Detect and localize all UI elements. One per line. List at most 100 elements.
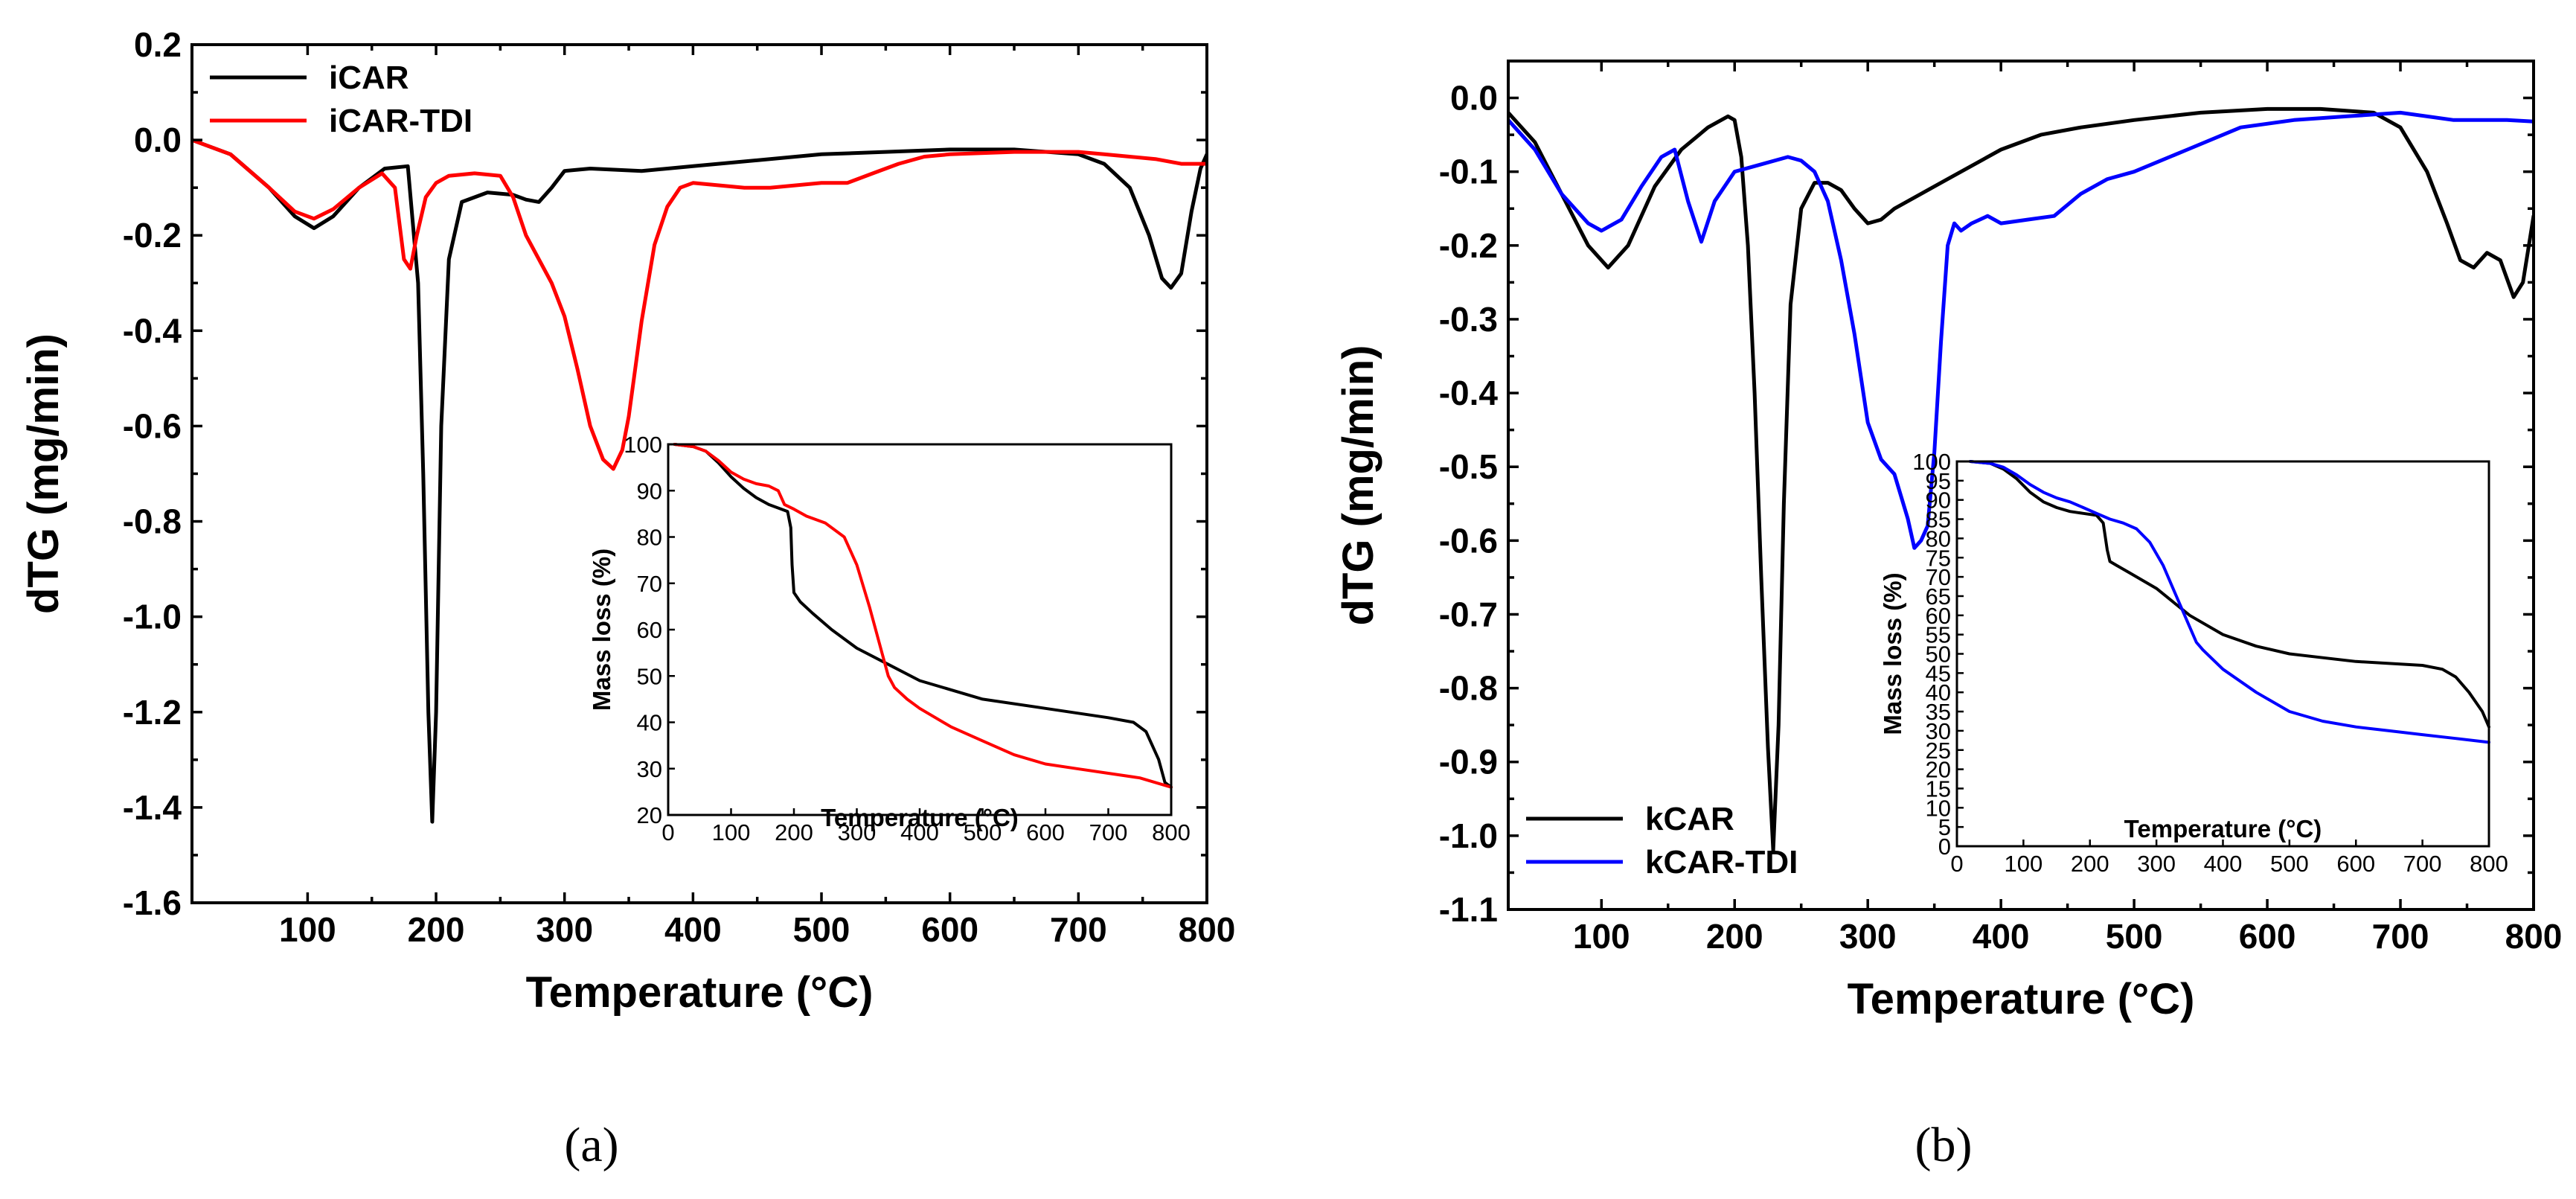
y-tick-label: -0.2 (1439, 226, 1498, 265)
inset-y-tick-label: 90 (1926, 487, 1951, 514)
inset-x-tick-label: 300 (838, 819, 877, 845)
inset-y-tick-label: 70 (1926, 564, 1951, 590)
inset-x-tick-label: 500 (964, 819, 1002, 845)
inset-y-tick-label: 40 (1926, 680, 1951, 706)
panel-label: (a) (564, 1118, 618, 1172)
series-line-icar-tdi (192, 138, 1207, 471)
inset-x-tick-label: 0 (1950, 851, 1963, 877)
x-tick-label: 800 (2505, 917, 2563, 956)
y-tick-label: -1.4 (123, 788, 182, 827)
series-line-kcar-tdi (1508, 110, 2534, 550)
y-tick-label: -0.5 (1439, 447, 1498, 486)
x-axis-label: Temperature (°C) (1848, 975, 2195, 1023)
inset-series-line-kcar-tdi (1968, 460, 2490, 744)
panel-a: 100 200 300 400 500 600 700 8000.20.0-0.2-0.4-0… (19, 25, 1235, 1172)
x-tick-label: 500 (793, 910, 850, 949)
y-tick-label: -0.6 (123, 406, 182, 445)
x-tick-label: 700 (2372, 917, 2429, 956)
inset-x-tick-label: 800 (2470, 851, 2508, 877)
x-tick-label: 300 (1839, 917, 1897, 956)
legend-label-kcar: kCAR (1645, 801, 1734, 837)
inset-y-tick-label: 30 (637, 756, 662, 782)
y-tick-label: 0.2 (134, 25, 182, 64)
inset-x-tick-label: 100 (2005, 851, 2043, 877)
inset-y-tick-label: 60 (1926, 603, 1951, 629)
inset-background (668, 444, 1171, 815)
inset-y-tick-label: 15 (1926, 776, 1951, 802)
inset-x-tick-label: 200 (775, 819, 813, 845)
x-tick-label: 600 (2239, 917, 2296, 956)
inset-series-line-kcar (1968, 460, 2490, 729)
inset-y-tick-label: 25 (1926, 738, 1951, 764)
inset-y-tick-label: 0 (1938, 834, 1951, 860)
inset-series-line-icar (673, 443, 1173, 789)
x-tick-label: 400 (1973, 917, 2030, 956)
inset-y-tick-label: 70 (637, 571, 662, 597)
x-tick-label: 700 (1050, 910, 1107, 949)
y-tick-label: -0.7 (1439, 595, 1498, 633)
inset-chart: 0 100 200 300 400 500 600 700 800051015202530354… (1879, 449, 2508, 877)
x-tick-label: 800 (1179, 910, 1236, 949)
inset-y-tick-label: 100 (624, 432, 662, 458)
inset-y-tick-label: 95 (1926, 468, 1951, 494)
inset-x-tick-label: 800 (1152, 819, 1191, 845)
legend-label-icar-tdi: iCAR-TDI (329, 103, 472, 139)
inset-y-axis-label: Mass loss (%) (588, 549, 615, 711)
inset-x-tick-label: 700 (1089, 819, 1128, 845)
x-tick-label: 400 (664, 910, 722, 949)
x-tick-label: 300 (536, 910, 593, 949)
inset-x-tick-label: 100 (712, 819, 751, 845)
y-tick-label: 0.0 (134, 121, 182, 159)
y-tick-label: -1.0 (123, 598, 182, 636)
y-tick-label: -1.0 (1439, 816, 1498, 855)
y-tick-label: -0.1 (1439, 153, 1498, 191)
inset-y-tick-label: 20 (1926, 757, 1951, 783)
inset-y-tick-label: 50 (1926, 642, 1951, 668)
y-tick-label: -0.3 (1439, 300, 1498, 339)
inset-background (1957, 461, 2489, 846)
y-tick-label: -0.2 (123, 216, 182, 255)
inset-y-tick-label: 35 (1926, 699, 1951, 725)
x-tick-label: 100 (279, 910, 336, 949)
inset-y-tick-label: 20 (637, 802, 662, 828)
inset-y-tick-label: 30 (1926, 718, 1951, 744)
inset-y-tick-label: 50 (637, 663, 662, 689)
x-axis-label: Temperature (°C) (526, 968, 874, 1017)
inset-x-tick-label: 200 (2071, 851, 2109, 877)
inset-x-tick-label: 600 (2336, 851, 2375, 877)
inset-x-tick-label: 400 (2204, 851, 2243, 877)
inset-chart: 0 100 200 300 400 500 600 700 800 20 30 40 50 60 70 80 9… (588, 432, 1191, 845)
inset-y-axis-label: Mass loss (%) (1879, 572, 1906, 735)
y-axis-label: dTG (mg/min) (19, 333, 68, 614)
panel-label: (b) (1915, 1118, 1973, 1172)
y-tick-label: -1.6 (123, 883, 182, 922)
inset-y-tick-label: 10 (1926, 795, 1951, 821)
inset-y-tick-label: 45 (1926, 660, 1951, 686)
inset-x-axis-label: Temperature (°C) (2124, 815, 2322, 843)
y-tick-label: 0.0 (1450, 79, 1498, 118)
y-tick-label: -0.8 (123, 502, 182, 541)
inset-y-tick-label: 75 (1926, 545, 1951, 571)
y-tick-label: -0.9 (1439, 743, 1498, 781)
inset-y-tick-label: 5 (1938, 814, 1951, 840)
inset-y-tick-label: 80 (1926, 525, 1951, 551)
inset-x-tick-label: 300 (2137, 851, 2176, 877)
y-tick-label: -0.4 (123, 311, 182, 350)
x-tick-label: 100 (1573, 917, 1630, 956)
x-tick-label: 500 (2106, 917, 2163, 956)
y-tick-label: -0.6 (1439, 521, 1498, 560)
y-tick-label: -0.8 (1439, 669, 1498, 708)
y-tick-label: -1.2 (123, 693, 182, 732)
inset-y-tick-label: 65 (1926, 583, 1951, 610)
series-line-kcar (1508, 106, 2534, 853)
legend-label-kcar-tdi: kCAR-TDI (1645, 844, 1798, 880)
inset-y-tick-label: 100 (1912, 449, 1951, 475)
inset-x-axis-label: Temperature (°C) (821, 804, 1019, 831)
inset-y-tick-label: 85 (1926, 507, 1951, 533)
inset-x-tick-label: 700 (2403, 851, 2442, 877)
inset-y-tick-label: 80 (637, 525, 662, 551)
inset-y-tick-label: 60 (637, 617, 662, 643)
x-tick-label: 200 (408, 910, 465, 949)
y-tick-label: -0.4 (1439, 374, 1499, 412)
